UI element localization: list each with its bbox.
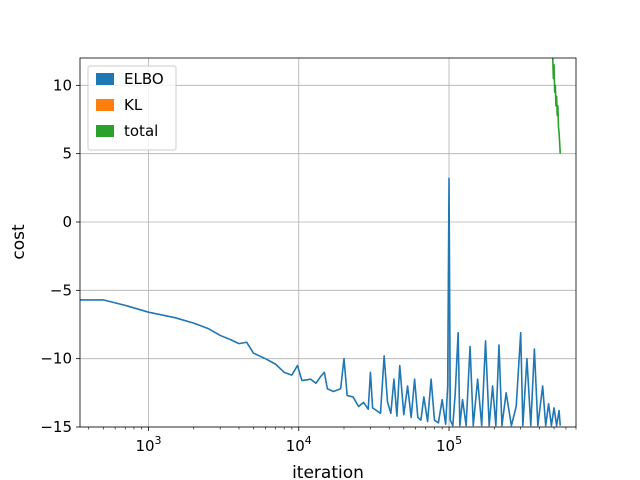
y-tick-label: 10: [53, 76, 72, 94]
y-tick-label: 0: [62, 213, 72, 231]
x-tick-base: 10: [286, 437, 305, 455]
legend: ELBO KL total: [87, 65, 177, 151]
legend-swatch-total: [96, 125, 114, 137]
y-axis-label: cost: [9, 224, 29, 260]
legend-label-elbo: ELBO: [124, 70, 164, 88]
x-tick-base: 10: [436, 437, 455, 455]
x-tick-label: 103: [135, 434, 161, 455]
legend-label-total: total: [124, 122, 158, 140]
x-axis-label: iteration: [292, 463, 364, 480]
legend-swatch-elbo: [96, 73, 114, 85]
x-tick-exponent: 3: [155, 434, 162, 447]
legend-swatch-kl: [96, 99, 114, 111]
y-tick-label: 5: [62, 145, 72, 163]
x-tick-label: 105: [436, 434, 462, 455]
y-tick-label: −10: [40, 350, 72, 368]
y-tick-label: −5: [50, 281, 72, 299]
x-tick-base: 10: [135, 437, 154, 455]
series-line-total: [551, 57, 562, 154]
x-tick-exponent: 5: [455, 434, 462, 447]
x-tick-label: 104: [286, 434, 312, 455]
series-layer: [80, 57, 562, 427]
y-tick-label: −15: [40, 418, 72, 436]
series-line-elbo: [80, 177, 562, 427]
x-tick-exponent: 4: [305, 434, 312, 447]
plot-frame: [79, 57, 577, 428]
legend-label-kl: KL: [124, 96, 143, 114]
